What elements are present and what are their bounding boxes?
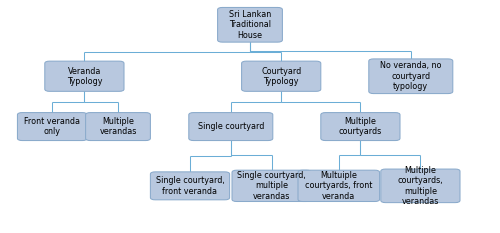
Text: Multiple
verandas: Multiple verandas: [100, 117, 136, 136]
FancyBboxPatch shape: [189, 113, 273, 140]
FancyBboxPatch shape: [86, 113, 150, 140]
FancyBboxPatch shape: [321, 113, 400, 140]
FancyBboxPatch shape: [381, 169, 460, 203]
FancyBboxPatch shape: [150, 172, 230, 200]
Text: Courtyard
Typology: Courtyard Typology: [261, 67, 302, 86]
Text: Single courtyard,
front veranda: Single courtyard, front veranda: [156, 176, 224, 195]
Text: No veranda, no
courtyard
typology: No veranda, no courtyard typology: [380, 61, 442, 91]
FancyBboxPatch shape: [45, 61, 124, 91]
FancyBboxPatch shape: [369, 59, 453, 94]
Text: Single courtyard,
multiple
verandas: Single courtyard, multiple verandas: [237, 171, 306, 201]
Text: Multuiple
courtyards, front
veranda: Multuiple courtyards, front veranda: [305, 171, 372, 201]
Text: Front veranda
only: Front veranda only: [24, 117, 80, 136]
Text: Single courtyard: Single courtyard: [198, 122, 264, 131]
Text: Sri Lankan
Traditional
House: Sri Lankan Traditional House: [229, 10, 271, 40]
FancyBboxPatch shape: [298, 170, 380, 202]
FancyBboxPatch shape: [232, 170, 311, 202]
FancyBboxPatch shape: [18, 113, 87, 140]
FancyBboxPatch shape: [218, 7, 282, 42]
FancyBboxPatch shape: [242, 61, 321, 91]
Text: Veranda
Typology: Veranda Typology: [66, 67, 102, 86]
Text: Multiple
courtyards: Multiple courtyards: [339, 117, 382, 136]
Text: Multiple
courtyards,
multiple
verandas: Multiple courtyards, multiple verandas: [398, 166, 443, 206]
